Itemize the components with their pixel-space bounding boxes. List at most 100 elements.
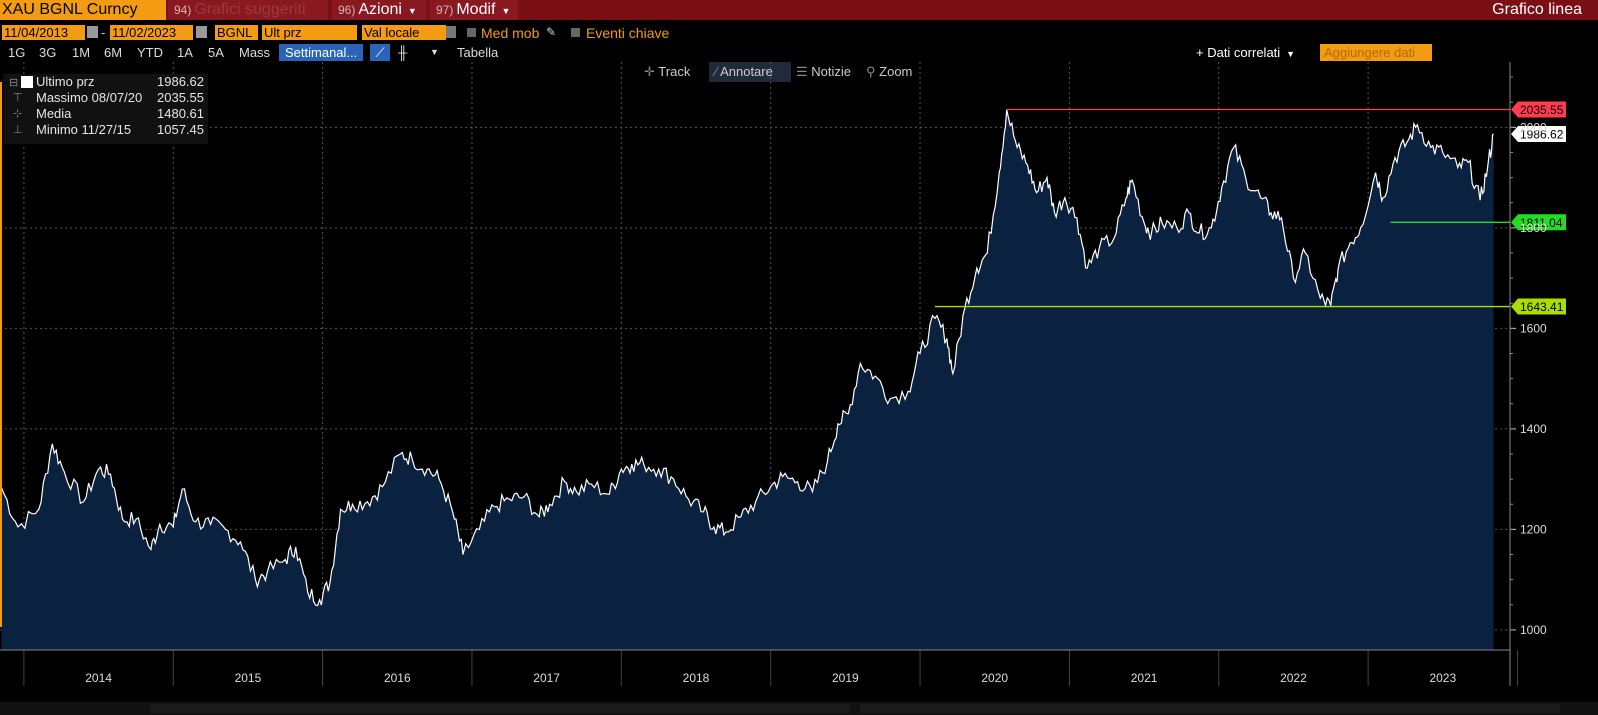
reference-label-text: 1643.41 bbox=[1520, 300, 1564, 314]
period-1a[interactable]: 1A bbox=[177, 45, 193, 60]
period-row: 1G 3G 1M 6M YTD 1A 5A Mass Settimanal...… bbox=[0, 42, 1598, 62]
annotate-label: Annotare bbox=[720, 64, 773, 79]
x-tick-label: 2019 bbox=[832, 671, 859, 685]
caret-down-icon: ▼ bbox=[1286, 49, 1296, 59]
source-input[interactable]: BGNL bbox=[215, 25, 258, 40]
x-tick-label: 2020 bbox=[981, 671, 1008, 685]
scroll-thumb[interactable] bbox=[150, 704, 850, 713]
calendar-icon[interactable] bbox=[87, 26, 98, 38]
legend-last-label: Ultimo prz bbox=[36, 74, 95, 89]
reference-label-text: 1986.62 bbox=[1520, 128, 1564, 142]
moving-avg-checkbox[interactable] bbox=[467, 28, 476, 37]
x-tick-label: 2018 bbox=[683, 671, 710, 685]
reference-label-text: 1811.04 bbox=[1520, 216, 1563, 230]
legend-high-value: 2035.55 bbox=[157, 90, 204, 105]
left-accent-bar bbox=[0, 82, 2, 627]
high-icon: ⊤ bbox=[13, 92, 23, 104]
track-tool[interactable]: ✛ Track bbox=[644, 62, 704, 82]
calendar-icon[interactable] bbox=[196, 26, 207, 38]
reference-label: 1811.04 bbox=[1511, 214, 1566, 231]
controls-row: 11/04/2013 - 11/02/2023 BGNL Ult prz Val… bbox=[0, 23, 1598, 41]
line-chart-icon[interactable]: ⟋ bbox=[370, 44, 390, 61]
period-6m[interactable]: 6M bbox=[104, 45, 123, 60]
annotate-icon: ∕ bbox=[715, 64, 718, 79]
reference-label: 1986.62 bbox=[1511, 126, 1566, 143]
related-data-button[interactable]: + Dati correlati ▼ bbox=[1196, 44, 1295, 61]
field-input[interactable]: Ult prz bbox=[262, 25, 357, 40]
y-tick-label: 1600 bbox=[1520, 321, 1547, 335]
period-5a[interactable]: 5A bbox=[208, 45, 224, 60]
reference-label: 2035.55 bbox=[1511, 101, 1566, 118]
legend: ⊟ Ultimo prz 1986.62 ⊤ Massimo 08/07/20 20… bbox=[3, 74, 208, 144]
reference-label-box bbox=[1511, 101, 1566, 118]
legend-avg-value: 1480.61 bbox=[157, 106, 204, 121]
news-tool[interactable]: ☰ Notizie bbox=[796, 62, 851, 82]
edit-num: 97) bbox=[436, 3, 454, 17]
edit-menu[interactable]: 97) Modif ▼ bbox=[430, 0, 518, 20]
x-tick-label: 2017 bbox=[533, 671, 560, 685]
y-tick-label: 1400 bbox=[1520, 422, 1547, 436]
x-tick-label: 2016 bbox=[384, 671, 411, 685]
y-tick-label: 1200 bbox=[1520, 522, 1547, 536]
reference-lines: 2035.55 1986.62 1811.04 1643.41 bbox=[934, 101, 1566, 315]
dropdown-arrow-icon[interactable] bbox=[446, 26, 456, 38]
x-tick-label: 2015 bbox=[235, 671, 262, 685]
avg-icon: ⊹ bbox=[13, 108, 23, 120]
period-mass[interactable]: Mass bbox=[239, 45, 271, 60]
x-tick-label: 2023 bbox=[1429, 671, 1456, 685]
frequency-select[interactable]: Settimanal... bbox=[279, 44, 364, 61]
low-icon: ⊥ bbox=[13, 124, 23, 136]
period-ytd[interactable]: YTD bbox=[137, 45, 163, 60]
reference-label-text: 2035.55 bbox=[1520, 103, 1564, 117]
x-tick-label: 2014 bbox=[85, 671, 112, 685]
axes: 1000 1200 1400 1600 1800 2000 2014 2015 2016 2017… bbox=[0, 62, 1547, 686]
bar-chart-icon[interactable]: ╫ bbox=[398, 45, 408, 60]
y-tick-label: 2000 bbox=[1520, 120, 1547, 134]
start-date-input[interactable]: 11/04/2013 bbox=[2, 25, 85, 40]
track-label: Track bbox=[658, 64, 691, 79]
period-1g[interactable]: 1G bbox=[8, 45, 26, 60]
ticker-field[interactable]: XAU BGNL Curncy bbox=[0, 0, 166, 20]
news-label: Notizie bbox=[811, 64, 852, 79]
zoom-tool[interactable]: ⚲ Zoom bbox=[866, 62, 912, 82]
suggested-num: 94) bbox=[174, 3, 192, 17]
legend-last: Ultimo prz 1986.62 bbox=[36, 74, 204, 90]
period-3g[interactable]: 3G bbox=[39, 45, 57, 60]
edit-label: Modif bbox=[456, 1, 496, 18]
reference-label-box bbox=[1511, 126, 1566, 143]
end-date-input[interactable]: 11/02/2023 bbox=[110, 25, 193, 40]
caret-down-icon: ▼ bbox=[407, 6, 417, 16]
table-button[interactable]: Tabella bbox=[457, 45, 499, 60]
reference-label: 1643.41 bbox=[1511, 298, 1566, 315]
legend-avg-label: Media bbox=[36, 106, 72, 121]
scroll-bar[interactable] bbox=[0, 702, 1598, 715]
y-tick-label: 1000 bbox=[1520, 623, 1547, 637]
actions-label: Azioni bbox=[358, 1, 402, 18]
key-events-label: Eventi chiave bbox=[586, 25, 670, 41]
suggested-label: Grafici suggeriti bbox=[194, 1, 306, 18]
add-data-input[interactable]: Aggiungere dati bbox=[1320, 44, 1432, 61]
legend-avg: Media 1480.61 bbox=[36, 106, 204, 122]
legend-last-value: 1986.62 bbox=[157, 74, 204, 89]
related-data-label: + Dati correlati bbox=[1196, 45, 1281, 60]
suggested-charts-menu[interactable]: 94) Grafici suggeriti bbox=[168, 0, 328, 20]
chart-type-dropdown-icon[interactable]: ▼ bbox=[430, 47, 439, 57]
price-line bbox=[0, 109, 1494, 607]
price-area bbox=[1, 109, 1494, 650]
zoom-label: Zoom bbox=[879, 64, 913, 79]
reference-label-box bbox=[1511, 214, 1566, 231]
key-events-checkbox[interactable] bbox=[571, 28, 580, 37]
pencil-icon[interactable]: ✎ bbox=[546, 25, 557, 39]
legend-low-label: Minimo 11/27/15 bbox=[36, 122, 132, 137]
currency-select[interactable]: Val locale bbox=[362, 25, 446, 40]
legend-low-value: 1057.45 bbox=[157, 122, 204, 137]
period-1m[interactable]: 1M bbox=[72, 45, 91, 60]
legend-low: Minimo 11/27/15 1057.45 bbox=[36, 122, 204, 138]
date-separator: - bbox=[101, 25, 106, 40]
series-swatch bbox=[21, 76, 33, 88]
top-bar: XAU BGNL Curncy 94) Grafici suggeriti 96)… bbox=[0, 0, 1598, 20]
scroll-track bbox=[860, 704, 1560, 713]
legend-high: Massimo 08/07/20 2035.55 bbox=[36, 90, 204, 106]
actions-menu[interactable]: 96) Azioni ▼ bbox=[332, 0, 426, 20]
